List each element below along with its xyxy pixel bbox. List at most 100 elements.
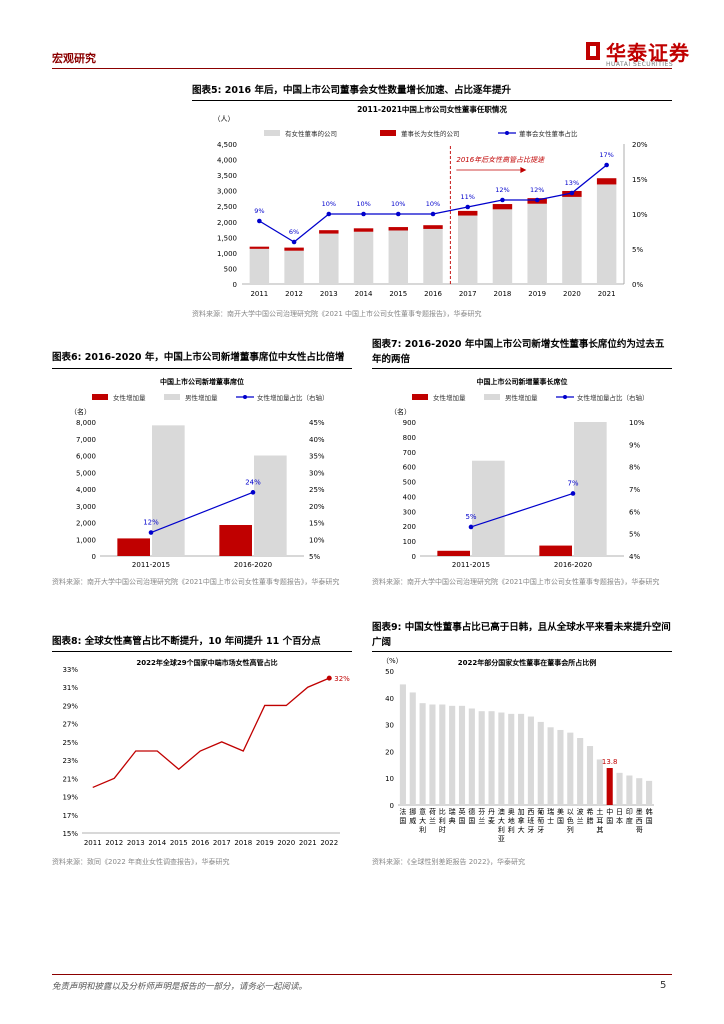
share-data-label: 12% xyxy=(143,519,159,527)
y-tick-label: 50 xyxy=(385,668,394,676)
fig9-title: 图表9: 中国女性董事占比已高于日韩，且从全球水平来看未来提升空间广阔 xyxy=(372,622,671,648)
y-tick-label: 4,500 xyxy=(217,141,237,149)
x-tick-label: 牙 xyxy=(537,826,544,834)
bar-female-chair xyxy=(249,246,270,249)
legend-female-share-marker xyxy=(243,395,247,399)
bar-country xyxy=(488,711,495,805)
y-tick-label: 30 xyxy=(385,722,394,730)
bar-female-chair xyxy=(458,210,478,216)
y2-tick-label: 20% xyxy=(309,503,325,511)
legend-female-add-label: 女性增加量 xyxy=(433,393,466,402)
bar-country xyxy=(518,713,525,805)
fig7-rule xyxy=(372,368,672,369)
share-point xyxy=(430,211,436,217)
y-tick-label: 500 xyxy=(224,265,237,273)
y-tick-label: 600 xyxy=(403,464,416,472)
y-tick-label: 3,000 xyxy=(217,188,237,196)
legend-female-chair-label: 董事长为女性的公司 xyxy=(401,129,460,138)
legend-companies-label: 有女性董事的公司 xyxy=(285,129,337,138)
huatai-logo-icon xyxy=(586,42,600,60)
bar-companies xyxy=(284,250,304,284)
x-tick-label: 大 xyxy=(419,816,426,825)
fig9-chart: 2022年部分国家女性董事在董事会所占比例（%）01020304050法国挪威意… xyxy=(382,657,654,843)
x-tick-label: 中 xyxy=(606,807,613,816)
x-tick-label: 2017 xyxy=(459,290,477,298)
bar-female-chair xyxy=(423,225,443,229)
x-tick-label: 芬 xyxy=(478,807,485,816)
footer-divider xyxy=(52,974,672,975)
bar-highlight xyxy=(606,768,613,805)
y-tick-label: 0 xyxy=(92,553,96,561)
y-tick-label: 29% xyxy=(62,702,78,710)
share-point xyxy=(257,218,262,224)
x-tick-label: 2021 xyxy=(299,839,317,847)
share-line xyxy=(92,677,330,789)
x-tick-label: 英 xyxy=(459,807,466,816)
fig6-source: 资料来源：南开大学中国公司治理研究院《2021中国上市公司女性董事专题报告》，华… xyxy=(52,578,340,586)
y2-tick-label: 15% xyxy=(632,176,648,184)
x-tick-label: 希 xyxy=(587,807,594,816)
x-tick-label: 亚 xyxy=(498,835,505,843)
x-tick-label: 2016-2020 xyxy=(554,561,592,569)
share-data-label: 5% xyxy=(465,513,476,521)
bar-country xyxy=(439,704,446,805)
bar-male-add xyxy=(152,425,185,556)
fig9-source: 资料来源：《全球性别差距报告 2022》，华泰研究 xyxy=(372,858,526,866)
y-tick-label: 7,000 xyxy=(76,436,96,444)
y2-tick-label: 40% xyxy=(309,436,325,444)
legend-male-add-swatch xyxy=(164,394,180,400)
footer-disclaimer: 免责声明和披露以及分析师声明是报告的一部分，请务必一起阅读。 xyxy=(52,982,308,992)
y-tick-label: 15% xyxy=(62,830,78,838)
y2-tick-label: 5% xyxy=(309,553,320,561)
y-tick-label: 700 xyxy=(403,449,416,457)
fig8-chart: 2022年全球29个国家中端市场女性高管占比 15% 17% 19% 21% 23% 25%… xyxy=(62,658,350,847)
share-data-label: 10% xyxy=(426,200,440,208)
y-tick-label: 4,000 xyxy=(217,157,237,165)
y2-tick-label: 25% xyxy=(309,486,325,494)
fig5-rule xyxy=(192,100,672,101)
x-tick-label: 腊 xyxy=(587,817,594,825)
y-axis-unit: （%） xyxy=(382,657,403,665)
x-tick-label: 兰 xyxy=(478,816,485,825)
bar-female-chair xyxy=(353,228,374,232)
y-tick-label: 31% xyxy=(62,684,78,692)
bar-companies xyxy=(249,248,270,284)
y-tick-label: 17% xyxy=(62,812,78,820)
x-tick-label: 2018 xyxy=(234,839,252,847)
y-tick-label: 0 xyxy=(233,281,237,289)
y2-tick-label: 0% xyxy=(632,281,643,289)
bar-country xyxy=(646,780,653,805)
bar-companies xyxy=(492,209,513,284)
y2-tick-label: 10% xyxy=(629,419,645,427)
header-divider xyxy=(52,68,672,69)
section-title: 宏观研究 xyxy=(52,52,96,65)
y-tick-label: 400 xyxy=(403,493,416,501)
bar-country xyxy=(626,775,633,805)
annotation-arrow-head xyxy=(520,167,527,173)
x-tick-label: 利 xyxy=(508,825,515,834)
x-tick-label: 2022 xyxy=(320,839,338,847)
bar-country xyxy=(636,778,643,805)
highlight-data-label: 13.8 xyxy=(602,758,618,766)
x-tick-label: 2013 xyxy=(127,839,145,847)
x-tick-label: 其 xyxy=(596,826,603,834)
x-tick-label: 2021 xyxy=(598,290,616,298)
bar-companies xyxy=(458,215,478,284)
page-number: 5 xyxy=(660,980,667,991)
y2-tick-label: 15% xyxy=(309,520,325,528)
logo-subtext: HUATAI SECURITIES xyxy=(606,61,674,68)
y2-tick-label: 35% xyxy=(309,453,325,461)
x-tick-label: 2011 xyxy=(250,290,268,298)
x-tick-label: 利 xyxy=(419,825,426,834)
fig6-title: 图表6: 2016-2020 年，中国上市公司新增董事席位中女性占比倍增 xyxy=(52,352,345,363)
x-tick-label: 印 xyxy=(626,808,633,816)
x-tick-label: 拿 xyxy=(518,816,525,825)
share-data-label: 10% xyxy=(391,200,405,208)
y-tick-label: 800 xyxy=(403,434,416,442)
bar-country xyxy=(577,738,584,805)
y-tick-label: 8,000 xyxy=(76,419,96,427)
x-tick-label: 2013 xyxy=(320,290,338,298)
x-tick-label: 荷 xyxy=(429,807,436,816)
y-tick-label: 500 xyxy=(403,479,416,487)
bar-country xyxy=(399,684,406,805)
